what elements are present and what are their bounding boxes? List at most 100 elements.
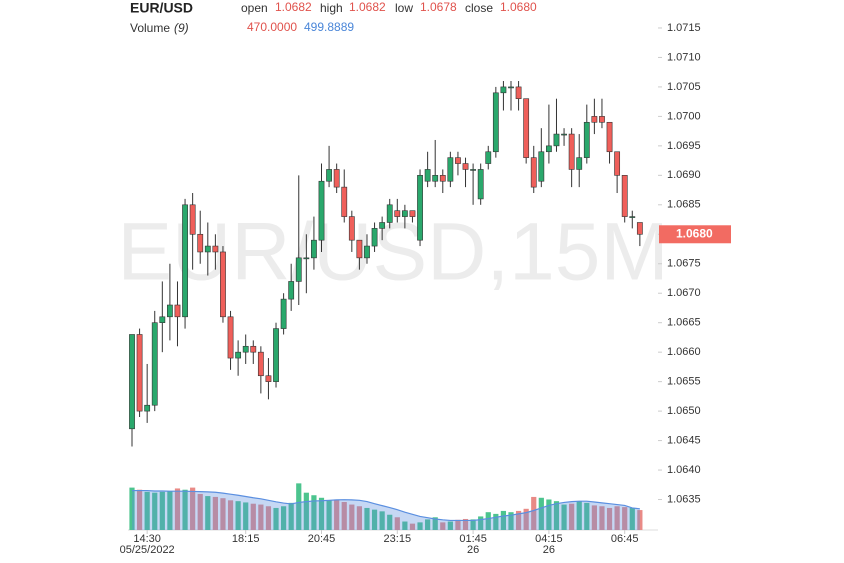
y-tick-label: 1.0670 — [667, 287, 701, 299]
candle-body — [257, 351, 264, 377]
volume-bar — [288, 502, 294, 530]
candle-body — [136, 334, 143, 412]
volume-bar — [493, 513, 499, 530]
volume-bar — [447, 521, 453, 530]
volume-bar — [258, 504, 264, 530]
x-tick-label: 04:15 — [535, 533, 563, 545]
volume-bar — [485, 512, 491, 530]
candle-body — [280, 298, 287, 329]
volume-bar — [508, 512, 514, 530]
volume-bar — [205, 496, 211, 530]
volume-bar — [349, 504, 355, 530]
volume-value: 470.0000 — [247, 20, 297, 34]
volume-period: (9) — [174, 21, 189, 35]
y-tick-label: 1.0715 — [667, 22, 701, 34]
candle-body — [333, 169, 340, 188]
last-price-tag — [659, 225, 731, 244]
last-price-label: 1.0680 — [676, 226, 713, 240]
candle-body — [204, 245, 211, 253]
volume-bar — [190, 487, 196, 530]
volume-bar — [136, 489, 143, 530]
volume-bar — [250, 503, 256, 530]
volume-bar — [637, 510, 643, 530]
volume-bar — [576, 501, 582, 530]
candle-body — [341, 186, 348, 217]
volume-bar — [599, 506, 605, 530]
candle-body — [250, 345, 257, 353]
volume-bar — [182, 489, 188, 530]
x-tick-label: 14:30 — [133, 533, 161, 545]
candle-body — [295, 257, 302, 282]
candle-body — [273, 328, 279, 382]
volume-bar — [326, 500, 332, 530]
candle-body — [470, 169, 476, 171]
candle-body — [568, 133, 575, 170]
candle-body — [530, 157, 537, 188]
close-label: close — [465, 1, 493, 15]
volume-ma-value: 499.8889 — [304, 20, 354, 34]
candle-body — [129, 334, 135, 430]
volume-bar — [167, 490, 173, 530]
candle-body — [492, 92, 499, 153]
volume-bar — [341, 502, 347, 530]
volume-bar — [440, 522, 446, 530]
volume-bar — [553, 501, 560, 530]
volume-bar — [584, 502, 590, 530]
candle-body — [303, 257, 310, 260]
x-date-label: 26 — [467, 544, 479, 556]
volume-bar — [220, 498, 226, 530]
volume-bar — [478, 516, 484, 530]
candle-body — [606, 121, 613, 153]
candle-body — [288, 281, 295, 300]
y-tick-label: 1.0705 — [667, 81, 701, 93]
volume-bar — [273, 507, 279, 530]
candle-body — [462, 163, 469, 170]
candle-body — [447, 157, 454, 182]
x-tick-label: 06:45 — [611, 533, 639, 545]
x-tick-label: 20:45 — [308, 533, 336, 545]
volume-bar — [387, 514, 393, 530]
high-label: high — [320, 1, 343, 15]
volume-bar — [281, 506, 287, 530]
volume-bar — [144, 491, 150, 530]
open-value: 1.0682 — [275, 0, 312, 14]
volume-bar — [409, 523, 416, 530]
volume-bar — [243, 502, 249, 530]
candle-body — [311, 239, 317, 259]
y-tick-label: 1.0675 — [667, 258, 701, 270]
candle-body — [545, 145, 552, 153]
x-date-label: 05/25/2022 — [120, 544, 175, 556]
y-tick-label: 1.0640 — [667, 464, 701, 476]
candle-body — [318, 180, 325, 241]
candle-body — [167, 304, 173, 318]
volume-bar — [432, 517, 438, 530]
volume-bar — [455, 519, 461, 530]
volume-bar — [303, 492, 309, 530]
candle-body — [538, 151, 545, 182]
y-tick-label: 1.0655 — [667, 376, 701, 388]
y-tick-label: 1.0665 — [667, 317, 701, 329]
volume-bar — [538, 497, 544, 530]
candle-body — [515, 86, 522, 100]
candle-body — [189, 204, 196, 235]
candle-body — [227, 316, 234, 359]
candle-body — [599, 116, 605, 123]
volume-bar — [470, 519, 476, 530]
volume-label: Volume — [130, 21, 170, 35]
volume-bar — [402, 521, 408, 530]
candle-body — [212, 245, 219, 253]
volume-bar — [394, 517, 400, 530]
candle-body — [242, 345, 249, 353]
candle-body — [636, 222, 643, 235]
candle-body — [401, 210, 408, 217]
volume-bar — [334, 499, 340, 530]
volume-bar — [515, 510, 522, 530]
candle-body — [523, 98, 530, 158]
y-tick-label: 1.0695 — [667, 140, 701, 152]
y-tick-label: 1.0700 — [667, 110, 701, 122]
candle-body — [409, 210, 416, 217]
volume-bar — [227, 500, 234, 530]
candle-body — [477, 169, 484, 200]
candle-body — [326, 169, 332, 182]
volume-bar — [561, 504, 567, 530]
